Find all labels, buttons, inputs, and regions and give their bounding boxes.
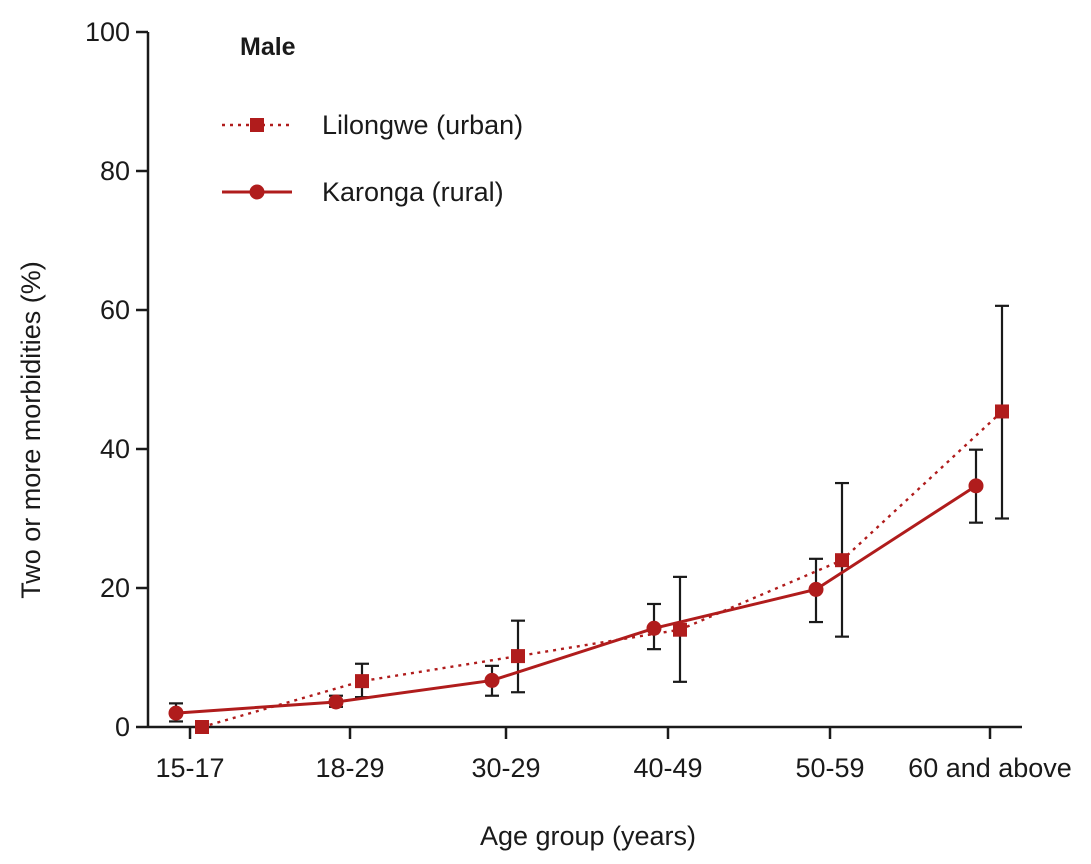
data-point-square [673, 622, 687, 637]
x-tick-label: 40-49 [633, 753, 702, 783]
data-point-circle [968, 478, 984, 494]
data-point-circle [484, 672, 500, 688]
y-tick-label: 40 [100, 434, 130, 464]
data-point-circle [808, 581, 824, 597]
series-line [201, 410, 1003, 729]
y-tick-label: 0 [115, 712, 130, 742]
error-bars [169, 304, 1009, 723]
series-markers [168, 404, 1009, 734]
legend-title: Male [240, 33, 296, 61]
y-tick-label: 60 [100, 295, 130, 325]
y-tick-label: 100 [85, 17, 130, 47]
legend-label: Karonga (rural) [322, 177, 504, 207]
legend: Lilongwe (urban) Karonga (rural) [222, 110, 523, 207]
series-line [175, 484, 977, 715]
data-point-circle [168, 705, 184, 721]
y-tick-label: 20 [100, 573, 130, 603]
legend-marker-square [250, 118, 264, 132]
y-tick-label: 80 [100, 156, 130, 186]
data-point-square [995, 404, 1009, 419]
axes: 0 20 40 60 80 100 15-17 18-29 30-29 40-49 50-59 60 … [85, 17, 1072, 783]
x-axis-title: Age group (years) [480, 821, 696, 851]
x-tick-label: 60 and above [908, 753, 1072, 783]
y-axis-title: Two or more morbidities (%) [16, 261, 46, 599]
data-point-square [195, 720, 209, 734]
x-tick-label: 15-17 [155, 753, 224, 783]
x-tick-label: 30-29 [471, 753, 540, 783]
data-point-circle [328, 694, 344, 710]
data-point-square [835, 553, 849, 568]
x-tick-label: 50-59 [795, 753, 864, 783]
data-point-square [355, 674, 369, 689]
data-point-square [511, 649, 525, 664]
x-tick-label: 18-29 [315, 753, 384, 783]
legend-label: Lilongwe (urban) [322, 110, 523, 140]
series-lines [175, 410, 1003, 729]
legend-marker-circle [249, 184, 265, 200]
data-point-circle [646, 620, 662, 636]
